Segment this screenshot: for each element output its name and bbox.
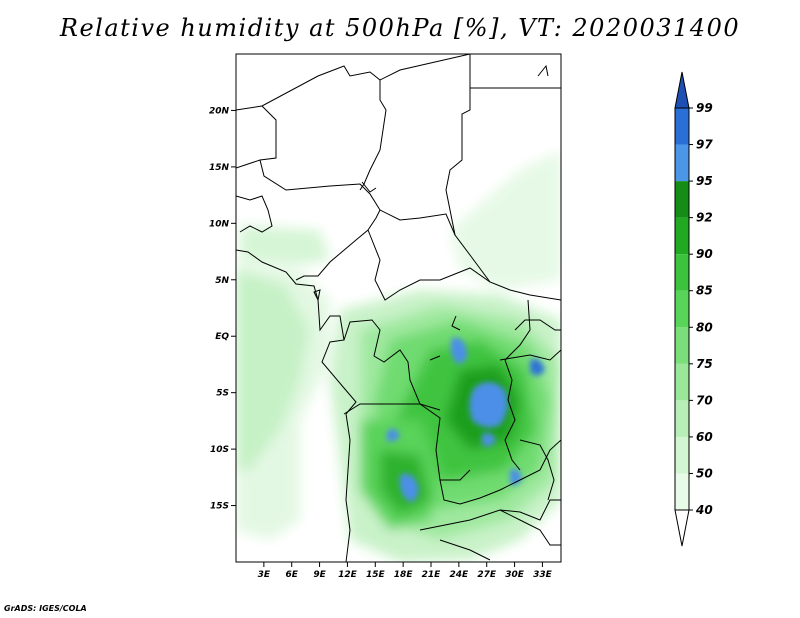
lat-tick-label: 5N xyxy=(215,276,229,286)
lat-tick-label: 20N xyxy=(209,106,230,116)
colorbar-segment xyxy=(675,290,689,328)
credit-text: GrADS: IGES/COLA xyxy=(4,604,87,613)
colorbar-label: 90 xyxy=(696,247,713,261)
colorbar-label: 99 xyxy=(696,101,713,115)
lat-tick-label: EQ xyxy=(215,332,229,342)
lon-tick-label: 24E xyxy=(450,570,470,580)
colorbar-segment xyxy=(675,436,689,474)
lon-tick-label: 12E xyxy=(338,570,358,580)
lon-tick-label: 33E xyxy=(533,570,553,580)
colorbar-segment xyxy=(675,181,689,218)
colorbar-segment xyxy=(675,400,689,437)
lon-tick-label: 21E xyxy=(422,570,442,580)
colorbar-label: 95 xyxy=(696,174,713,188)
lat-tick-label: 10S xyxy=(210,445,229,455)
chart-title: Relative humidity at 500hPa [%], VT: 202… xyxy=(59,14,741,42)
lon-tick-label: 9E xyxy=(313,570,326,580)
colorbar: 40 50 60 70 75 80 85 90 92 95 97 99 xyxy=(674,71,713,547)
colorbar-label: 70 xyxy=(696,393,713,407)
lat-tick-label: 15N xyxy=(209,163,230,173)
colorbar-label: 75 xyxy=(696,357,713,371)
longitude-axis: 3E 6E 9E 12E 15E 18E 21E 24E 27E 30E 33E xyxy=(258,562,553,580)
colorbar-segment xyxy=(675,108,689,145)
lon-tick-label: 18E xyxy=(394,570,414,580)
colorbar-segment xyxy=(675,363,689,401)
lat-tick-label: 10N xyxy=(209,219,230,229)
colorbar-label: 40 xyxy=(695,503,713,517)
colorbar-label: 80 xyxy=(696,320,713,334)
country-borders xyxy=(236,54,561,562)
colorbar-segment xyxy=(675,144,689,182)
colorbar-label: 60 xyxy=(696,430,713,444)
lon-tick-label: 3E xyxy=(258,570,271,580)
colorbar-low-arrow xyxy=(674,509,690,547)
colorbar-label: 92 xyxy=(696,211,713,225)
lon-tick-label: 30E xyxy=(505,570,525,580)
lat-tick-label: 15S xyxy=(210,502,229,512)
colorbar-segment xyxy=(675,217,689,255)
colorbar-segment xyxy=(675,254,689,291)
colorbar-high-arrow xyxy=(674,71,690,109)
lon-tick-label: 6E xyxy=(286,570,299,580)
colorbar-segment xyxy=(675,327,689,364)
colorbar-label: 85 xyxy=(696,284,713,298)
colorbar-label: 50 xyxy=(696,466,713,480)
colorbar-label: 97 xyxy=(696,138,713,152)
lon-tick-label: 27E xyxy=(477,570,497,580)
lat-tick-label: 5S xyxy=(216,389,229,399)
colorbar-segment xyxy=(675,473,689,510)
humidity-field xyxy=(236,54,561,562)
latitude-axis: 20N 15N 10N 5N EQ 5S 10S 15S xyxy=(209,106,236,512)
lon-tick-label: 15E xyxy=(366,570,386,580)
map-frame xyxy=(235,53,562,563)
